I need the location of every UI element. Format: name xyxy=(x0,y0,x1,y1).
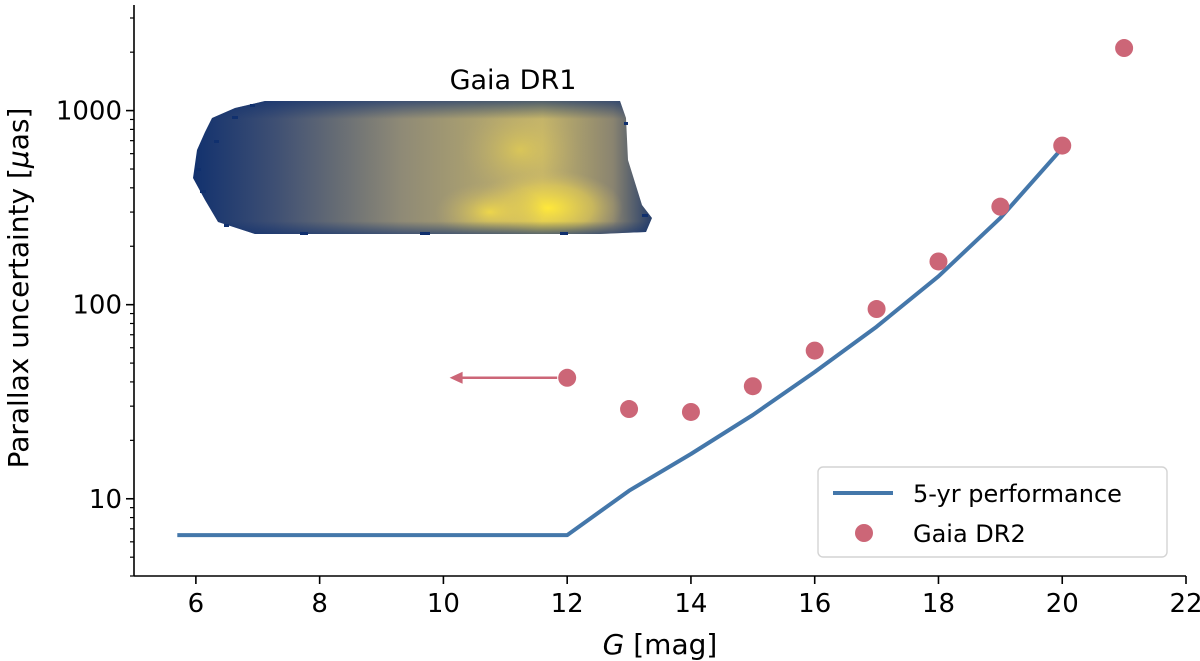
legend-label-performance: 5-yr performance xyxy=(913,480,1122,508)
dr2-point xyxy=(743,377,762,396)
y-tick-label: 100 xyxy=(72,291,122,321)
x-tick-label: 20 xyxy=(1046,589,1079,619)
dr2-point xyxy=(558,368,577,387)
gaia-dr1-label: Gaia DR1 xyxy=(450,65,577,96)
dr2-point xyxy=(805,341,824,360)
dr2-point xyxy=(1053,136,1072,155)
x-axis-label: G [mag] xyxy=(603,628,718,661)
legend-frame xyxy=(817,466,1168,558)
dr2-point xyxy=(867,300,886,319)
performance-line xyxy=(177,146,1064,538)
dr2-point xyxy=(681,402,700,421)
dr2-point xyxy=(991,197,1010,216)
dr2-point xyxy=(929,252,948,271)
x-tick-label: 18 xyxy=(922,589,955,619)
arrow-head xyxy=(449,371,463,384)
y-axis-label: Parallax uncertainty [μas] xyxy=(2,108,35,469)
y-tick-label: 10 xyxy=(89,485,122,515)
dr2-point xyxy=(620,400,639,419)
y-axis-ticks: 10 100 1000 xyxy=(56,97,134,515)
x-axis-ticks: 6 8 10 12 14 16 18 20 22 xyxy=(188,576,1200,619)
x-tick-label: 16 xyxy=(798,589,831,619)
legend-label-dr2: Gaia DR2 xyxy=(913,520,1026,548)
x-tick-label: 10 xyxy=(427,589,460,619)
x-tick-label: 14 xyxy=(674,589,707,619)
y-axis-minor-ticks xyxy=(130,17,134,577)
x-tick-label: 12 xyxy=(551,589,584,619)
y-tick-label: 1000 xyxy=(56,97,122,127)
legend: 5-yr performance Gaia DR2 xyxy=(817,466,1168,558)
x-tick-label: 6 xyxy=(188,589,205,619)
dr2-point xyxy=(1115,39,1134,58)
gaia-dr2-points xyxy=(558,39,1134,421)
upper-limit-arrow xyxy=(449,371,558,384)
x-tick-label: 8 xyxy=(311,589,328,619)
legend-point-swatch xyxy=(855,524,873,542)
x-tick-label: 22 xyxy=(1169,589,1200,619)
gaia-dr1-density xyxy=(193,101,652,235)
